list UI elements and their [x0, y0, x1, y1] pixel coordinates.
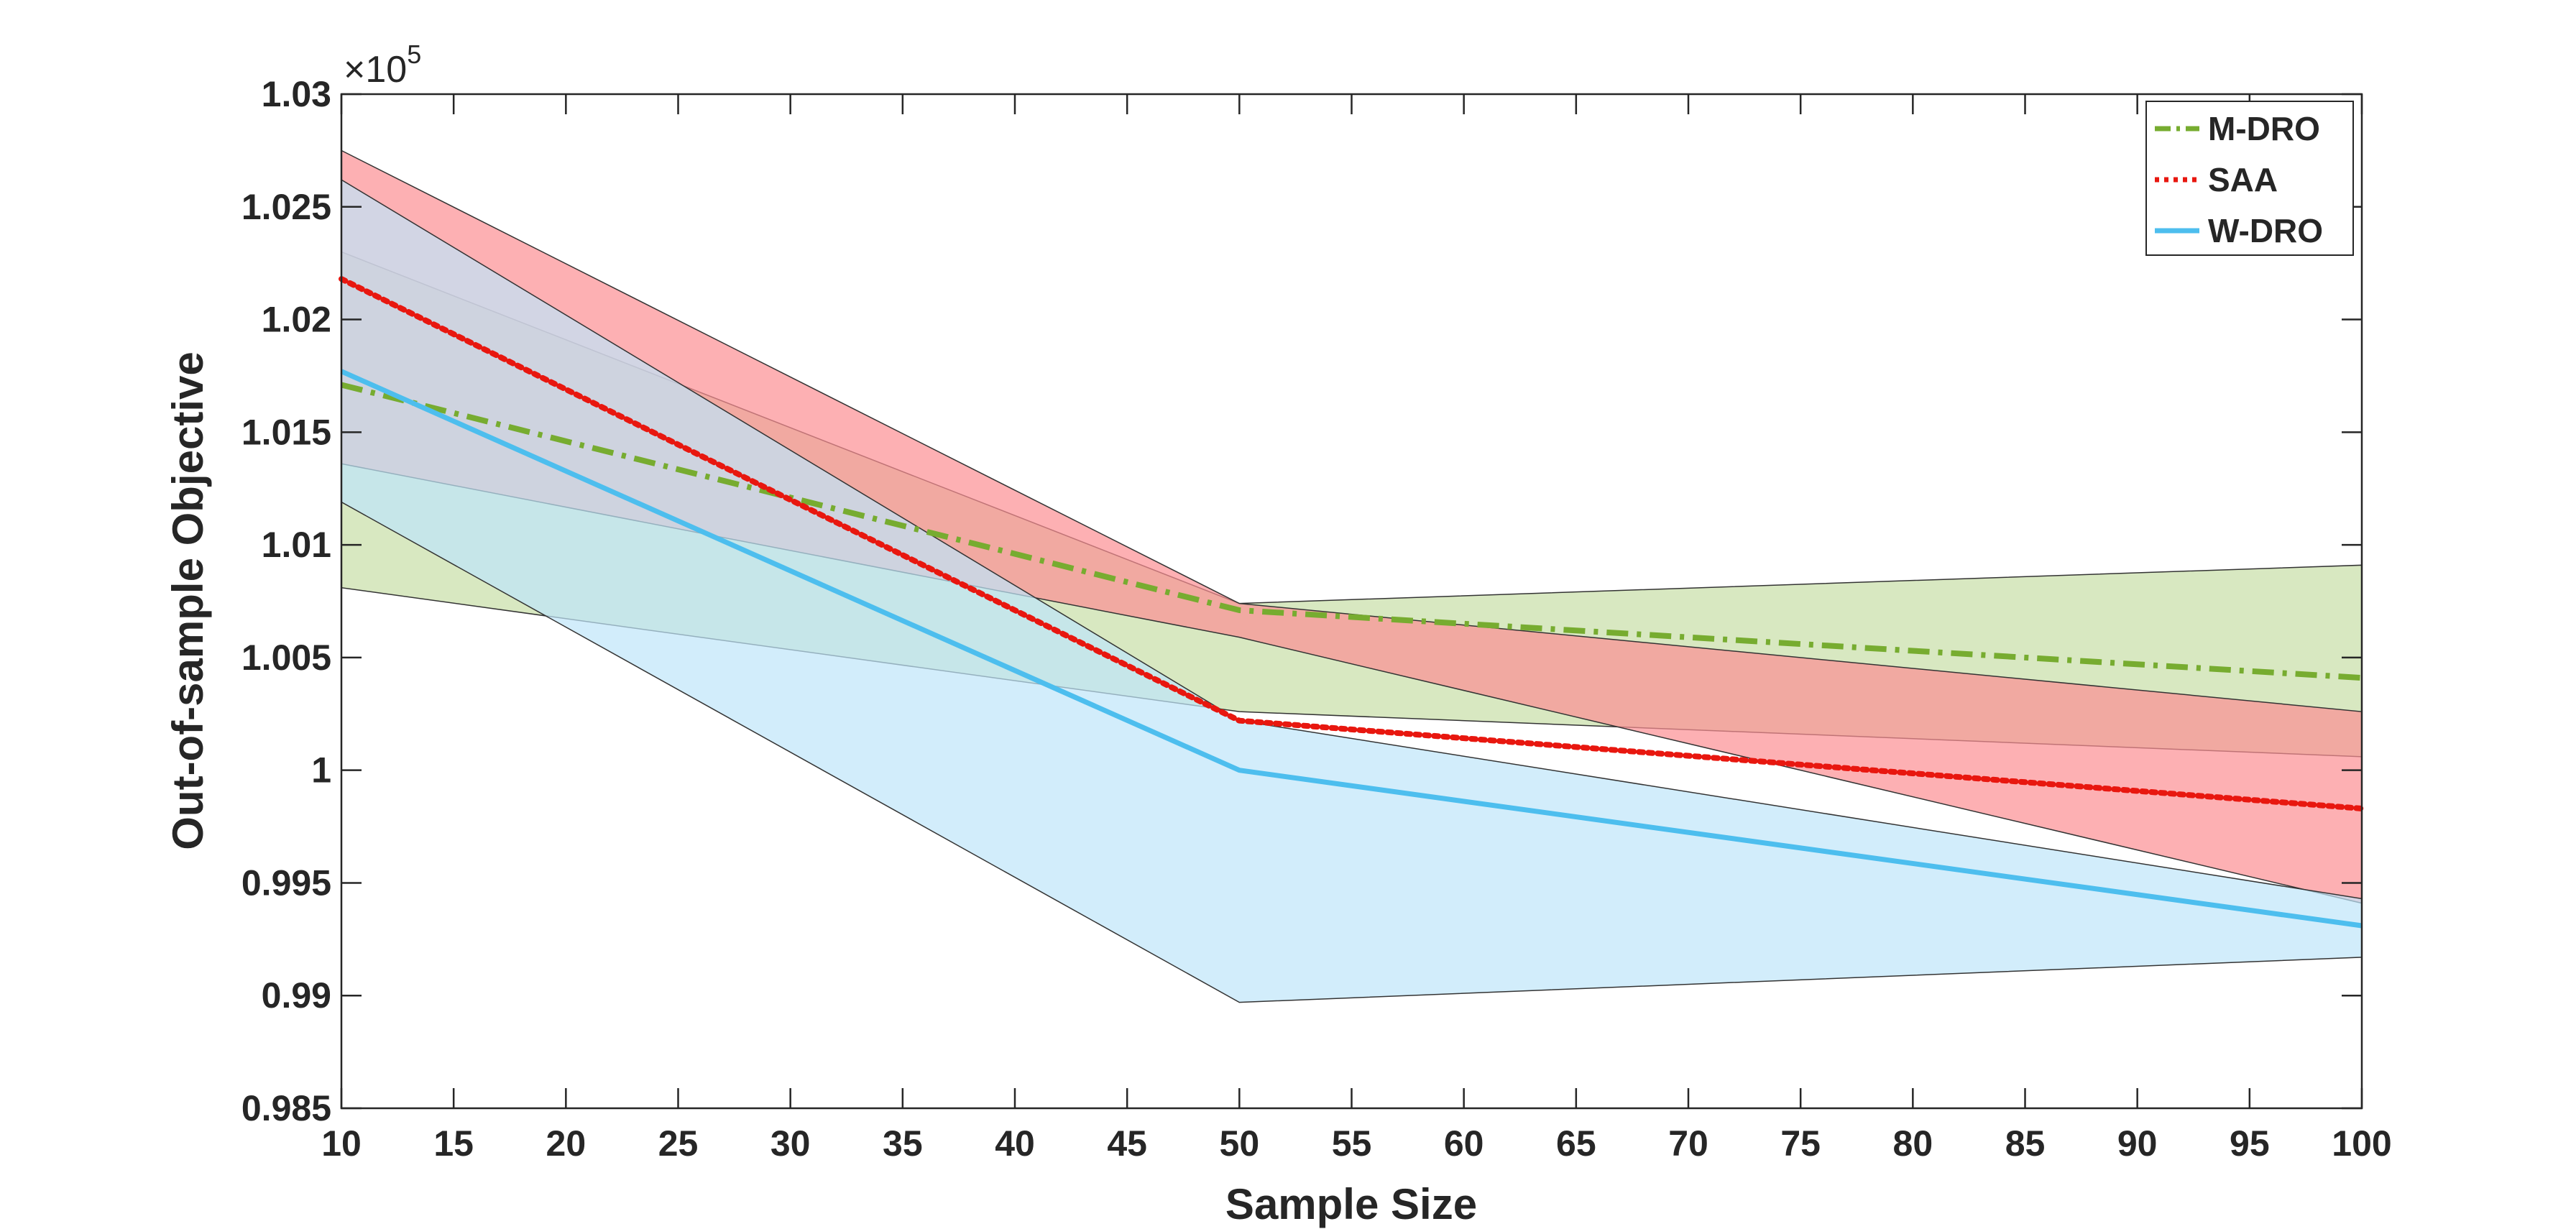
legend[interactable]: M-DRO SAA W-DRO — [2145, 101, 2354, 256]
legend-item-saa[interactable]: SAA — [2155, 161, 2278, 198]
y-tick-label: 1.01 — [262, 525, 331, 565]
y-tick-label: 1 — [311, 750, 331, 791]
legend-item-w-dro[interactable]: W-DRO — [2155, 212, 2323, 249]
x-tick-label: 65 — [1556, 1123, 1596, 1164]
y-tick-label: 0.99 — [262, 975, 331, 1016]
y-tick-label: 1.03 — [262, 74, 331, 114]
legend-label-saa: SAA — [2208, 161, 2278, 198]
y-tick-label: 0.995 — [242, 862, 331, 903]
y-multiplier: ×105 — [344, 40, 421, 91]
y-tick-labels: 0.985 0.99 0.995 1 1.005 1.01 1.015 1.02 1.025 1.… — [242, 74, 331, 1128]
x-tick-label: 35 — [883, 1123, 923, 1164]
x-tick-labels: 10 15 20 25 30 35 40 45 50 55 60 65 70 75 80 85 90 95 100 — [321, 1123, 2392, 1164]
x-tick-label: 85 — [2005, 1123, 2046, 1164]
x-tick-label: 25 — [658, 1123, 699, 1164]
y-axis-label: Out-of-sample Objective — [164, 351, 212, 850]
y-tick-label: 1.025 — [242, 187, 331, 227]
x-tick-label: 40 — [995, 1123, 1035, 1164]
legend-label-w-dro: W-DRO — [2208, 212, 2323, 249]
y-multiplier-exponent: 5 — [407, 40, 421, 69]
x-tick-label: 15 — [433, 1123, 474, 1164]
y-tick-label: 0.985 — [242, 1088, 331, 1128]
y-tick-label: 1.02 — [262, 300, 331, 340]
legend-label-m-dro: M-DRO — [2208, 110, 2320, 147]
x-tick-label: 30 — [770, 1123, 811, 1164]
x-tick-label: 70 — [1668, 1123, 1708, 1164]
x-tick-label: 45 — [1107, 1123, 1147, 1164]
x-tick-label: 55 — [1332, 1123, 1372, 1164]
x-tick-label: 75 — [1780, 1123, 1821, 1164]
x-tick-label: 80 — [1893, 1123, 1933, 1164]
saa-line — [339, 276, 2365, 811]
x-tick-label: 95 — [2230, 1123, 2270, 1164]
m-dro-line — [341, 382, 2363, 681]
series-lines — [339, 276, 2365, 929]
x-tick-label: 90 — [2117, 1123, 2158, 1164]
x-axis-label: Sample Size — [1225, 1180, 1477, 1228]
x-tick-label: 60 — [1444, 1123, 1484, 1164]
x-tick-label: 20 — [546, 1123, 586, 1164]
y-tick-label: 1.005 — [242, 637, 331, 678]
x-tick-label: 10 — [321, 1123, 362, 1164]
x-tick-label: 100 — [2332, 1123, 2391, 1164]
y-multiplier-base: ×10 — [344, 49, 407, 91]
y-tick-label: 1.015 — [242, 412, 331, 452]
axis-ticks — [340, 93, 2363, 1110]
w-dro-line — [340, 369, 2363, 929]
legend-item-m-dro[interactable]: M-DRO — [2155, 110, 2320, 147]
x-tick-label: 50 — [1220, 1123, 1260, 1164]
